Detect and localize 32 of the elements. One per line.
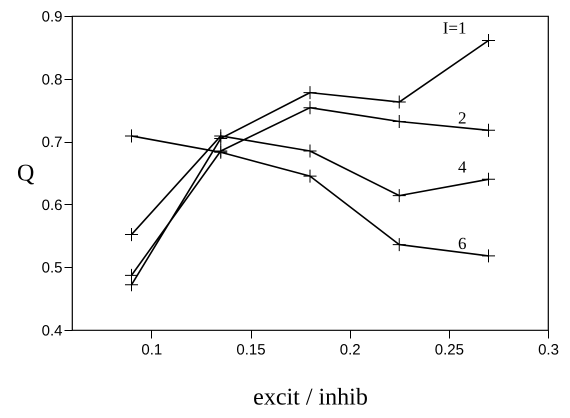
point — [481, 172, 496, 186]
x-tick-label: 0.3 — [538, 342, 559, 358]
y-tick-label: 0.7 — [42, 134, 62, 152]
x-axis-title: excit / inhib — [253, 384, 368, 410]
point — [302, 86, 318, 100]
point — [392, 114, 406, 129]
point — [124, 128, 139, 143]
point — [302, 100, 318, 115]
point — [124, 228, 139, 242]
point — [481, 248, 496, 263]
point — [214, 128, 228, 143]
y-tick-label: 0.9 — [42, 8, 62, 26]
y-axis-title: Q — [16, 160, 34, 186]
series-label: I=1 — [442, 18, 466, 38]
series-label: 4 — [458, 157, 467, 176]
y-tick-label: 0.8 — [42, 71, 62, 88]
x-tick-label: 0.1 — [141, 342, 162, 358]
point — [392, 188, 406, 203]
point — [302, 144, 318, 158]
y-tick-label: 0.5 — [42, 260, 62, 277]
point — [481, 123, 496, 138]
y-tick-label: 0.6 — [42, 196, 62, 214]
x-tick-label: 0.15 — [236, 342, 266, 358]
point — [392, 95, 406, 110]
x-tick-label: 0.2 — [340, 342, 361, 358]
series-label: 6 — [458, 234, 466, 253]
point — [302, 169, 318, 184]
series-label: 2 — [458, 108, 466, 128]
point — [392, 238, 406, 252]
y-tick-label: 0.4 — [42, 322, 62, 340]
x-tick-label: 0.25 — [434, 342, 464, 358]
point — [481, 33, 496, 48]
